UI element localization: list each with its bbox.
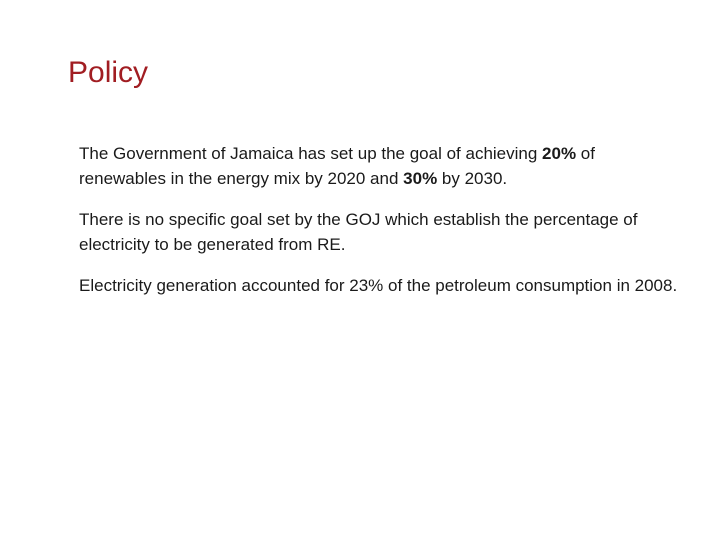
paragraph-text: by 2030. bbox=[437, 169, 508, 188]
paragraph-electricity-generation: Electricity generation accounted for 23%… bbox=[79, 276, 678, 295]
slide-body: The Government of Jamaica has set up the… bbox=[79, 141, 679, 314]
paragraph-no-specific-goal: There is no specific goal set by the GOJ… bbox=[79, 210, 638, 254]
bold-percentage-2030: 30% bbox=[403, 169, 438, 188]
paragraph-text: The Government of Jamaica has set up the… bbox=[79, 144, 543, 163]
paragraph-renewables-goal: The Government of Jamaica has set up the… bbox=[79, 141, 679, 191]
bold-percentage-2020: 20% bbox=[542, 144, 577, 163]
paragraph-text: of renewables in the energy mix by 2020 … bbox=[79, 144, 595, 188]
slide-title: Policy bbox=[68, 56, 149, 89]
